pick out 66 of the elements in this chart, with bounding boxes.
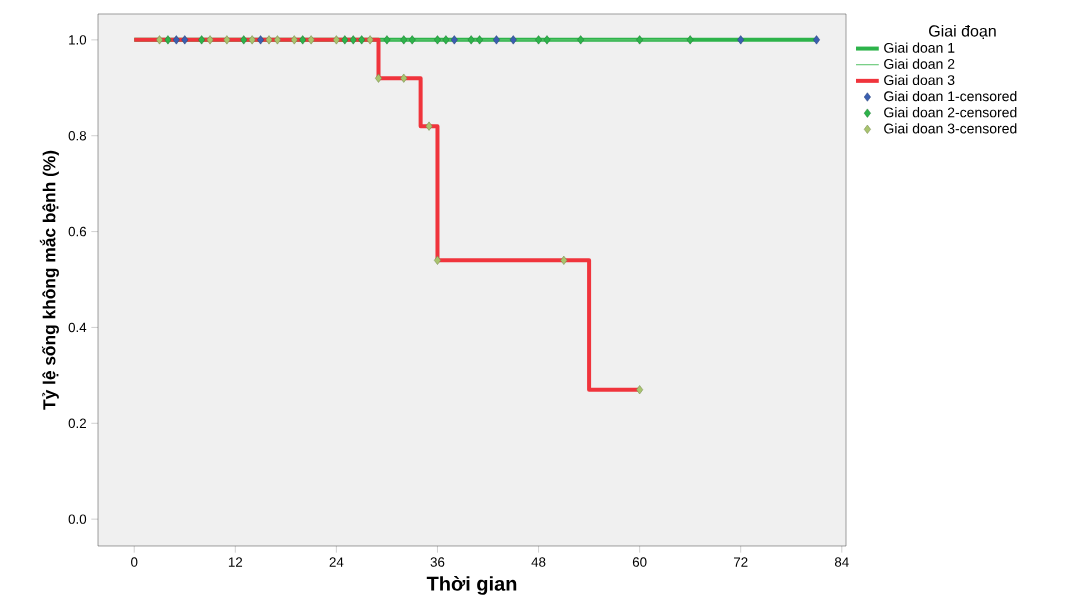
point [341, 35, 349, 45]
point [332, 35, 340, 45]
x-tick-label: 0 [131, 557, 138, 567]
legend-label: Giai doan 2-censored [884, 107, 1017, 118]
point [248, 35, 256, 45]
point [686, 35, 694, 45]
y-axis-title: Tỷ lệ sống không mắc bệnh (%) [39, 150, 59, 410]
point [450, 35, 458, 45]
y-tick-label: 1.0 [69, 35, 87, 45]
point [535, 35, 543, 45]
point [434, 35, 441, 45]
point [400, 35, 408, 45]
point [577, 35, 585, 45]
x-tick-label: 48 [531, 557, 546, 567]
point [349, 35, 357, 45]
point [164, 35, 172, 45]
y-tick-label: 0.8 [68, 131, 87, 141]
point [434, 255, 441, 265]
x-tick-label: 12 [228, 557, 243, 567]
y-tick-label: 0.0 [68, 514, 87, 524]
point [375, 73, 382, 83]
point [223, 35, 231, 45]
point [156, 35, 163, 45]
x-tick-label: 36 [430, 557, 445, 567]
legend-title: Giai đoạn [929, 24, 996, 39]
point [206, 35, 214, 45]
point [307, 35, 315, 45]
y-tick-label: 0.2 [68, 418, 86, 429]
point [636, 35, 644, 45]
point [442, 35, 450, 45]
point [492, 35, 500, 45]
x-tick-label: 84 [834, 557, 849, 567]
point [467, 35, 475, 45]
point [265, 35, 273, 45]
point [636, 385, 644, 395]
x-axis-title: Thời gian [426, 575, 517, 595]
point [476, 35, 484, 45]
point [543, 35, 551, 45]
legend-label: Giai doan 2 [884, 58, 955, 69]
legend-label: Giai doan 1-censored [884, 90, 1017, 102]
point [172, 35, 180, 45]
point [198, 35, 206, 45]
y-tick-label: 0.6 [68, 226, 87, 237]
point [273, 35, 281, 45]
x-tick-label: 72 [733, 557, 748, 567]
x-tick-label: 24 [329, 557, 344, 567]
y-tick-label: 0.4 [68, 322, 87, 333]
point [290, 35, 298, 45]
point [400, 73, 408, 83]
point [257, 35, 265, 45]
point [737, 35, 745, 45]
point [181, 35, 189, 45]
point [509, 35, 517, 45]
legend-label: Giai doan 3-censored [884, 123, 1017, 134]
legend-label: Giai doan 1 [884, 42, 955, 53]
x-tick-label: 60 [632, 557, 647, 567]
point [366, 35, 374, 45]
point [813, 35, 820, 45]
point [299, 35, 307, 45]
point [358, 35, 366, 45]
legend-label: Giai doan 3 [884, 74, 955, 86]
point [560, 255, 568, 265]
point [240, 35, 248, 45]
point [408, 35, 416, 45]
point [425, 121, 433, 131]
point [383, 35, 391, 45]
